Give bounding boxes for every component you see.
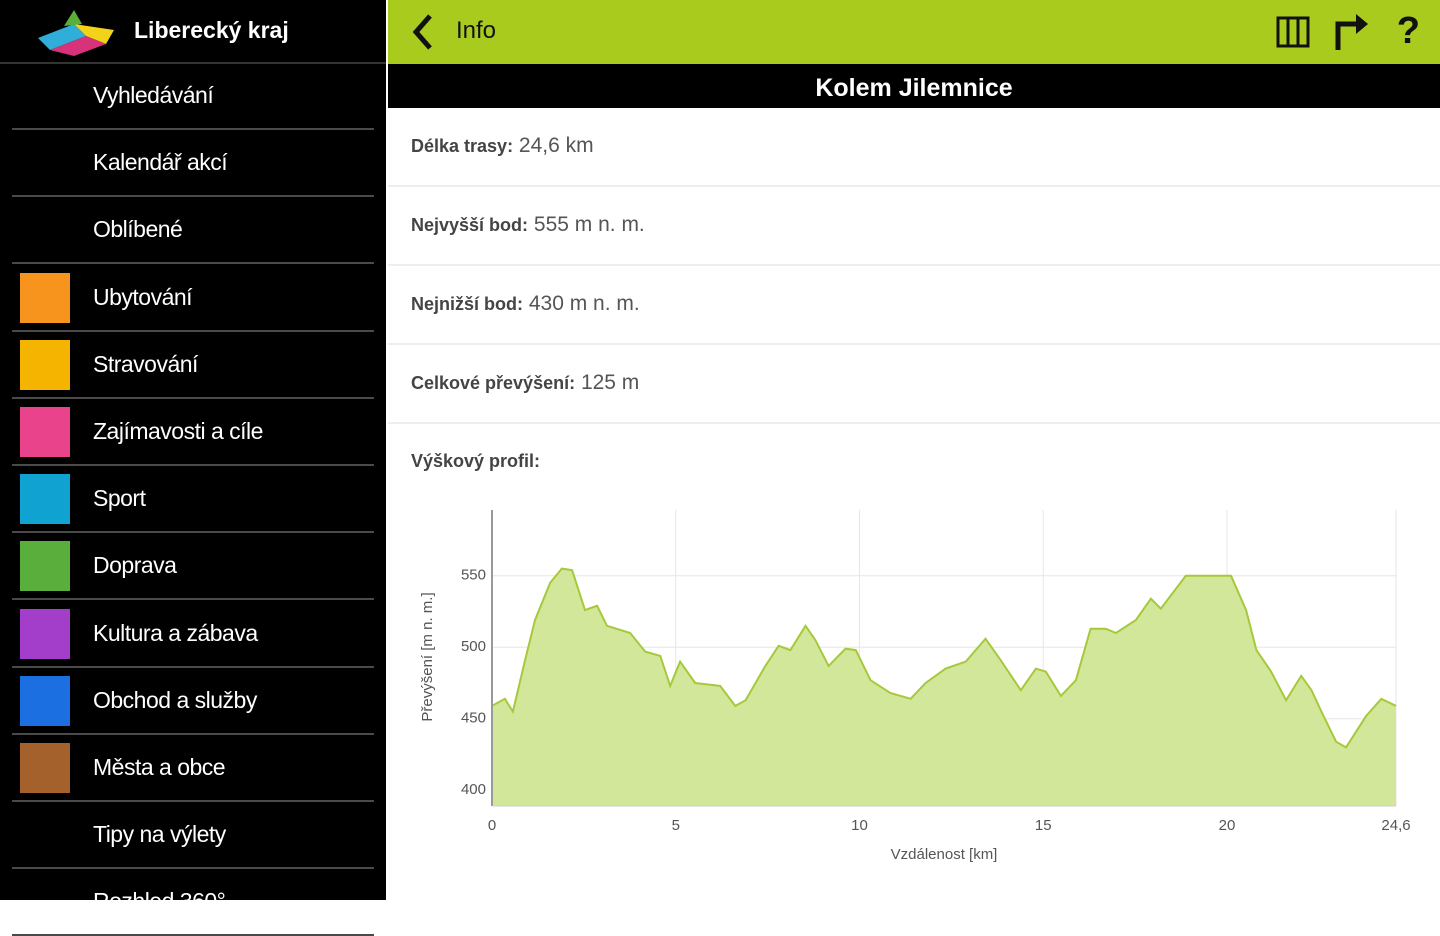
info-label: Nejnižší bod:: [411, 294, 523, 314]
x-tick-label: 15: [1035, 817, 1052, 834]
menu-item[interactable]: Zajímavosti a cíle: [12, 398, 374, 466]
help-icon[interactable]: ?: [1396, 10, 1420, 52]
menu-item[interactable]: Sport: [12, 465, 374, 534]
x-tick-label: 20: [1219, 817, 1236, 834]
logo: [38, 10, 114, 56]
menu-icon: [20, 675, 70, 726]
menu-item[interactable]: Oblíbené: [12, 196, 374, 265]
sidebar: Liberecký kraj Vyhledávání Kalendář akcí O…: [0, 0, 386, 936]
y-tick-label: 550: [461, 567, 486, 584]
x-axis-label: Vzdálenost [km]: [891, 846, 998, 863]
menu-icon: [20, 138, 70, 188]
menu-item[interactable]: Kalendář akcí: [12, 129, 374, 198]
info-value: 430 m n. m.: [528, 292, 640, 315]
menu-label: Rozhled 360°: [93, 888, 226, 915]
menu-icon: [20, 743, 70, 793]
menu-item[interactable]: Tipy na výlety: [12, 801, 374, 870]
menu-label: Oblíbené: [93, 216, 183, 243]
map-icon[interactable]: [1274, 12, 1314, 52]
menu-item[interactable]: Ubytování: [12, 264, 374, 332]
menu-item[interactable]: Vyhledávání: [12, 62, 374, 130]
info-label: Celkové převýšení:: [411, 373, 576, 393]
menu-icon: [20, 205, 70, 255]
info-text: Délka trasy: 24,6 km: [411, 134, 594, 158]
route-icon[interactable]: [1332, 12, 1372, 52]
info-value: 24,6 km: [518, 134, 594, 157]
menu-icon: [20, 541, 70, 592]
y-axis-label: Převýšení [m n. m.]: [419, 592, 436, 721]
x-tick-label: 0: [488, 817, 496, 834]
menu-item[interactable]: Města a obce: [12, 734, 374, 802]
y-tick-label: 500: [461, 638, 486, 655]
menu-icon: [20, 407, 70, 457]
menu-icon: [20, 272, 70, 323]
menu-label: Doprava: [93, 552, 177, 579]
area-line: [491, 567, 1397, 749]
brand-name: Liberecký kraj: [134, 17, 289, 43]
menu-label: Stravování: [93, 350, 198, 377]
info-label: Nejvyšší bod:: [411, 215, 529, 235]
info-label: Délka trasy:: [411, 136, 514, 156]
menu-label: Zajímavosti a cíle: [93, 418, 263, 444]
brand: Liberecký kraj: [0, 0, 386, 64]
menu-label: Sport: [93, 485, 146, 512]
top-bar: Info ?: [388, 0, 1440, 64]
menu-label: Kalendář akcí: [93, 149, 228, 176]
info-text: Celkové převýšení: 125 m: [411, 371, 639, 395]
elevation-chart: 400 450 500 550 0 5 10 15 20 24,6 Vzdálenost [km] P…: [419, 510, 1411, 863]
menu-icon: [20, 474, 70, 525]
menu-label: Vyhledávání: [93, 82, 214, 108]
info-value: 555 m n. m.: [533, 213, 645, 236]
menu-item[interactable]: Obchod a služby: [12, 667, 374, 735]
menu-label: Ubytování: [93, 283, 193, 310]
menu-icon: [20, 608, 70, 659]
info-row: Délka trasy: 24,6 km: [388, 108, 1440, 187]
menu-label: Tipy na výlety: [93, 821, 226, 848]
info-row: Nejnižší bod: 430 m n. m.: [388, 266, 1440, 345]
menu-label: Města a obce: [93, 754, 226, 780]
x-tick-label: 10: [851, 817, 868, 834]
back-label[interactable]: Info: [456, 17, 497, 44]
y-tick-label: 400: [461, 781, 486, 798]
y-tick-label: 450: [461, 710, 486, 727]
x-tick-label: 24,6: [1381, 817, 1410, 834]
info-row: Celkové převýšení: 125 m: [388, 345, 1440, 424]
info-row: Nejvyšší bod: 555 m n. m.: [388, 187, 1440, 266]
profile-label: Výškový profil:: [411, 451, 541, 471]
menu-label: Obchod a služby: [93, 686, 257, 713]
menu-label: Kultura a zábava: [93, 619, 258, 646]
menu-icon: [20, 877, 70, 927]
menu-item[interactable]: Rozhled 360°: [12, 868, 374, 936]
menu-item[interactable]: Kultura a zábava: [12, 600, 374, 668]
menu-icon: [20, 810, 70, 860]
route-title: Kolem Jilemnice: [388, 64, 1440, 108]
info-value: 125 m: [580, 371, 640, 394]
menu-icon: [20, 339, 70, 390]
menu-item[interactable]: Doprava: [12, 532, 374, 601]
menu-icon: [20, 71, 70, 121]
info-text: Nejnižší bod: 430 m n. m.: [411, 292, 640, 316]
x-tick-label: 5: [672, 817, 680, 834]
menu-item[interactable]: Stravování: [12, 331, 374, 399]
info-text: Nejvyšší bod: 555 m n. m.: [411, 213, 645, 237]
area-fill: [492, 568, 1396, 806]
back-arrow[interactable]: [410, 12, 440, 52]
